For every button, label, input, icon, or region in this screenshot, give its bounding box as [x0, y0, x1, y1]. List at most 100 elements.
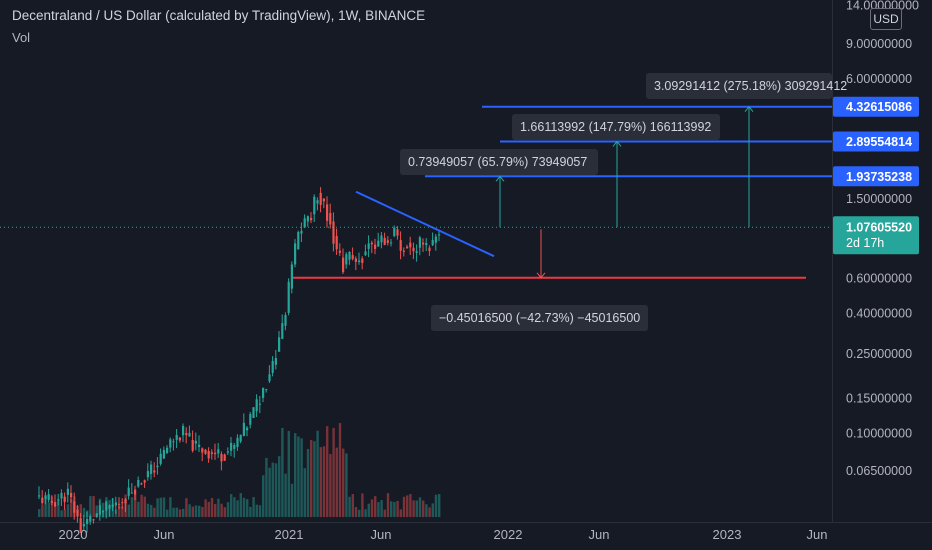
candle-body: [130, 492, 133, 494]
candle-body: [262, 387, 265, 398]
candle-body: [146, 471, 149, 478]
measurements: 3.09291412 (275.18%) 309291412 1.66113992…: [400, 73, 847, 331]
volume-bar: [428, 507, 431, 517]
volume-bar: [121, 506, 124, 517]
candle-body: [342, 257, 345, 273]
candle-body: [79, 518, 82, 532]
candle-body: [338, 250, 341, 253]
candle-body: [47, 494, 50, 500]
measure-arrow-head: [536, 272, 546, 279]
volume-bar: [303, 468, 306, 517]
candle-body: [92, 519, 95, 521]
candle-body: [252, 407, 255, 419]
volume-bar: [434, 494, 438, 517]
volume-bar: [342, 448, 345, 517]
volume-bar: [201, 506, 204, 517]
candle-body: [319, 192, 322, 205]
volume-bars: [38, 423, 441, 517]
volume-bar: [297, 436, 300, 517]
volume-bar: [306, 448, 310, 517]
volume-bar: [335, 447, 338, 517]
level-price-badge: [833, 96, 919, 117]
volume-bar: [338, 423, 342, 517]
time-tick-label: 2020: [59, 527, 88, 542]
level-price-badge: [833, 166, 919, 187]
candle-body: [191, 440, 194, 451]
volume-bar: [130, 497, 134, 517]
level-price-text: 2.89554814: [846, 135, 912, 149]
candle-body: [169, 439, 172, 448]
price-tick-label: 1.50000000: [846, 192, 912, 206]
candle-body: [255, 399, 258, 412]
candle-body: [73, 501, 76, 513]
candle-body: [313, 196, 316, 215]
volume-bar: [319, 447, 322, 517]
volume-bar: [166, 509, 169, 517]
trendline: [355, 190, 495, 258]
candle-body: [396, 229, 399, 236]
volume-bar: [204, 499, 207, 517]
candle-body: [310, 217, 313, 221]
candle-body: [230, 443, 233, 451]
candle-body: [124, 498, 127, 504]
volume-bar: [220, 503, 223, 517]
volume-bar: [361, 493, 364, 517]
candle-body: [204, 449, 207, 454]
time-tick-label: Jun: [371, 527, 392, 542]
volume-bar: [95, 505, 98, 517]
volume-label: Vol: [12, 30, 31, 45]
volume-bar: [415, 500, 418, 517]
candle-body: [44, 495, 47, 499]
candle-body: [82, 523, 85, 527]
candle-body: [118, 503, 121, 505]
volume-bar: [79, 504, 82, 517]
candle-body: [172, 441, 175, 443]
volume-bar: [412, 500, 415, 517]
volume-bar: [178, 509, 182, 517]
volume-bar: [38, 509, 41, 517]
price-badges: 4.32615086 2.89554814 1.93735238 1.07605520…: [833, 96, 919, 255]
candle-body: [54, 502, 57, 507]
volume-bar: [300, 438, 303, 517]
candle-body: [428, 247, 431, 252]
candle-body: [290, 264, 293, 289]
price-tick-label: 0.10000000: [846, 426, 912, 440]
candle-body: [236, 437, 239, 448]
volume-bar: [162, 497, 166, 517]
time-tick-label: 2021: [275, 527, 304, 542]
candles: [38, 187, 441, 534]
volume-bar: [191, 506, 194, 517]
candle-body: [57, 499, 60, 501]
volume-bar: [140, 494, 143, 517]
volume-bar: [60, 510, 63, 517]
candle-body: [322, 198, 325, 202]
chart-title: Decentraland / US Dollar (calculated by …: [12, 8, 426, 23]
volume-bar: [239, 493, 242, 517]
candle-body: [108, 505, 111, 509]
currency-button[interactable]: USD: [870, 8, 902, 30]
volume-bar: [242, 497, 246, 517]
level-price-badge: [833, 131, 919, 152]
candle-body: [287, 281, 290, 313]
candle-body: [66, 488, 69, 495]
candle-body: [143, 480, 146, 483]
price-tick-label: 9.00000000: [846, 37, 912, 51]
candle-body: [364, 251, 367, 256]
volume-bar: [370, 499, 374, 517]
volume-bar: [377, 502, 380, 517]
candle-body: [402, 250, 405, 252]
candle-body: [86, 518, 89, 525]
candle-body: [422, 242, 425, 245]
volume-bar: [265, 457, 268, 517]
price-tick-label: 0.40000000: [846, 306, 912, 320]
measure-arrow-head: [612, 140, 622, 147]
candle-body: [182, 425, 185, 436]
volume-bar: [207, 501, 210, 517]
candle-body: [380, 235, 383, 243]
volume-bar: [156, 498, 159, 517]
price-tick-label: 0.60000000: [846, 271, 912, 285]
candle-body: [41, 497, 44, 504]
candle-body: [386, 240, 389, 243]
